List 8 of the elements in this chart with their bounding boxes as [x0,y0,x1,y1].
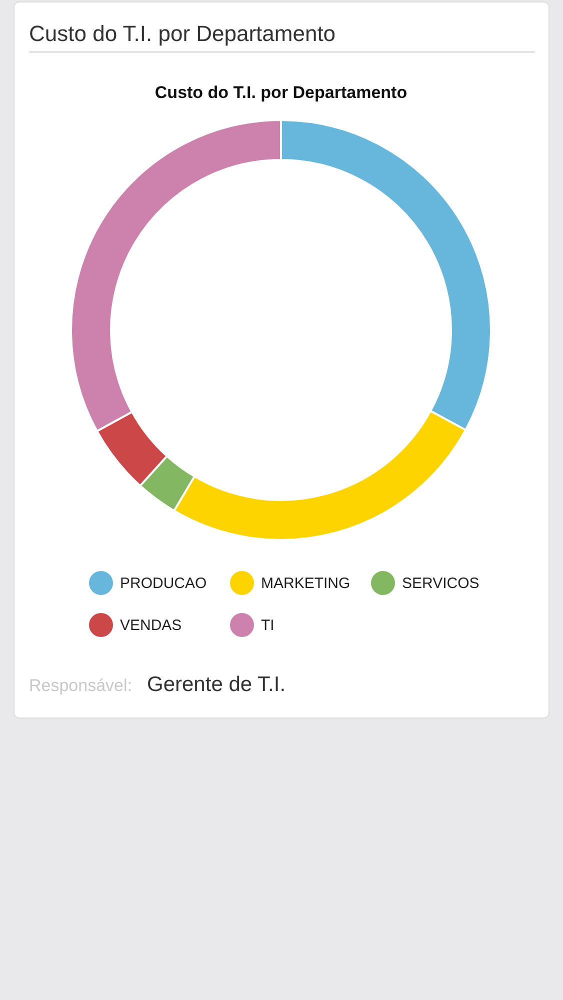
text: Gerente de T.I. [147,673,286,696]
text: Custo do T.I. por Departamento [29,21,336,46]
legend-label: TI [261,617,274,634]
legend-label: PRODUCAO [120,575,207,592]
legend-label: VENDAS [120,617,182,634]
chart-title: Custo do T.I. por Departamento [154,83,408,102]
legend-label: MARKETING [261,575,350,592]
legend-label: SERVICOS [402,575,480,592]
